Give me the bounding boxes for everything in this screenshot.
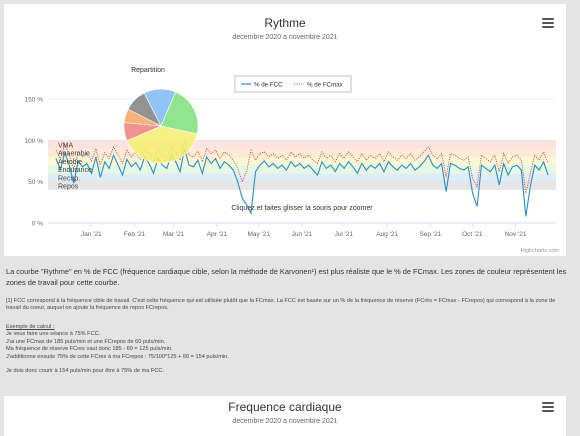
zone-band — [48, 181, 556, 190]
zone-label: VMA — [58, 142, 74, 149]
series-fcc-line — [55, 148, 549, 217]
zone-band — [48, 156, 556, 166]
chart2-subtitle: decembre 2020 a novembre 2021 — [232, 418, 338, 425]
hamburger-menu-icon[interactable] — [542, 18, 554, 28]
chart-subtitle: decembre 2020 a novembre 2021 — [232, 34, 338, 41]
series-fcmax-line — [55, 138, 549, 194]
frequence-chart-card: Frequence cardiaque decembre 2020 a nove… — [4, 396, 566, 436]
y-tick-label: 150 % — [25, 97, 44, 104]
zone-band — [48, 173, 556, 182]
description-paragraph: La courbe "Rythme" en % de FCC (fréquenc… — [6, 267, 567, 287]
hamburger-menu-icon[interactable] — [542, 402, 554, 412]
rythme-line-chart[interactable]: 0 % 50 % 100 % 150 % Jan '21 Feb '21 Mar '21 Ap… — [4, 4, 566, 256]
x-tick-label: Jan '21 — [81, 231, 102, 238]
zone-band — [48, 148, 556, 157]
calculation-example: Exemple de calcul : Je veux faire une sé… — [6, 324, 571, 375]
example-line: J'additionne ensuite 75% de cette FCres … — [6, 353, 229, 360]
x-tick-label: Aug '21 — [376, 231, 398, 238]
y-tick-label: 50 % — [28, 179, 43, 186]
zone-band — [48, 165, 556, 174]
rythme-chart-card: Rythme decembre 2020 a novembre 2021 0 %… — [4, 4, 566, 256]
zone-label: Endurance — [58, 167, 92, 174]
example-line: Je veux faire une séance à 75% FCC. — [6, 331, 101, 338]
legend-fcmax-label: % de FCmax — [307, 81, 344, 88]
example-line: J'ai une FCmax de 185 puls/min et une FC… — [6, 338, 166, 345]
chart-legend: % de FCC % de FCmax — [234, 75, 352, 93]
pie-slice-anaerobie — [123, 108, 162, 127]
zone-label: Recup. — [58, 175, 80, 182]
y-tick-label: 0 % — [32, 221, 43, 228]
x-tick-label: Oct '21 — [462, 231, 483, 238]
x-tick-label: Apr '21 — [207, 231, 228, 238]
pie-slice-endurance — [160, 91, 199, 135]
example-line: Ma fréquence de réserve FCres vaut donc … — [6, 346, 173, 353]
x-tick-label: May '21 — [247, 231, 270, 238]
zone-label: Aerobie — [58, 159, 82, 166]
credits-label: Highcharts.com — [521, 248, 560, 254]
zone-band — [48, 140, 556, 149]
x-tick-label: Sep '21 — [419, 231, 441, 238]
x-tick-label: Jun '21 — [292, 231, 313, 238]
legend-fcc-label: % de FCC — [254, 81, 283, 88]
example-line: Je dois donc courir à 154 puls/min pour … — [6, 368, 164, 375]
x-tick-label: Mar '21 — [163, 231, 185, 238]
pie-slice-aerobie — [126, 125, 198, 164]
pie-title: Repartition — [131, 67, 165, 74]
zoom-hint: Cliquez et faites glisser la souris pour… — [231, 205, 373, 212]
zone-label: Repos — [58, 184, 79, 191]
x-tick-label: Nov '21 — [505, 231, 527, 238]
y-tick-label: 100 % — [25, 138, 44, 145]
example-line — [6, 361, 571, 368]
footnote-paragraph: [1] FCC correspond à la fréquence cible … — [6, 298, 556, 312]
chart2-title: Frequence cardiaque — [228, 400, 342, 414]
x-tick-label: Jul '21 — [335, 231, 354, 238]
x-tick-label: Feb '21 — [124, 231, 146, 238]
example-title: Exemple de calcul : — [6, 324, 55, 330]
zone-label: Anaerobie — [58, 151, 90, 158]
chart-title: Rythme — [264, 16, 306, 30]
legend-box — [234, 75, 352, 93]
